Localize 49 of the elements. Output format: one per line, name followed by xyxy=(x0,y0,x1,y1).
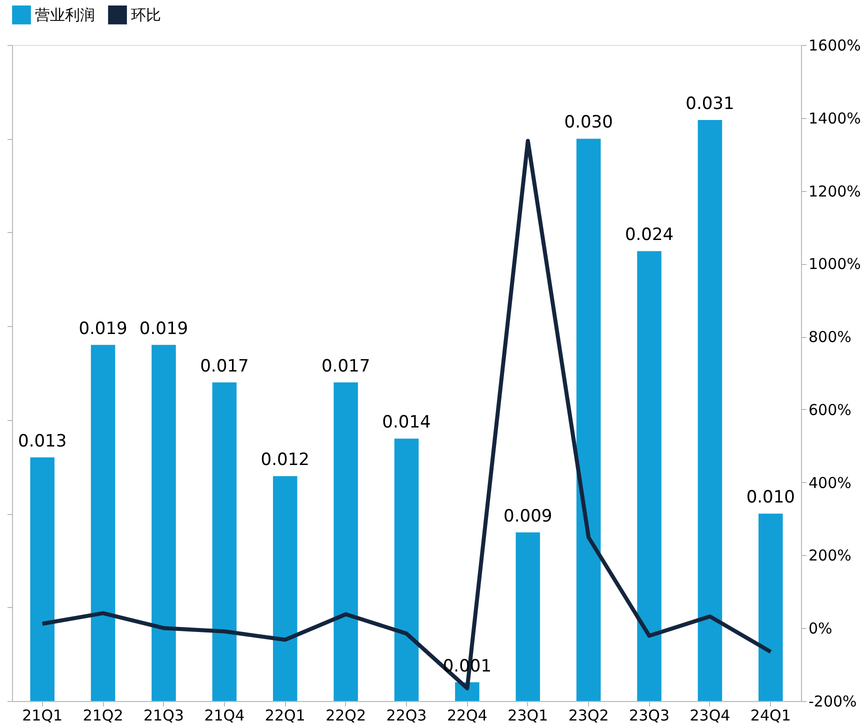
data-label: 0.012 xyxy=(260,450,310,470)
bar xyxy=(152,344,176,701)
y2-tick-label: 400% xyxy=(808,474,852,492)
x-tick-label: 22Q4 xyxy=(446,706,488,724)
data-label: 0.030 xyxy=(564,112,613,133)
y2-tick-label: 200% xyxy=(808,546,852,565)
bar xyxy=(334,382,358,701)
data-label: 0.013 xyxy=(18,431,67,452)
bar xyxy=(698,120,722,701)
bar xyxy=(212,382,237,701)
bar xyxy=(30,457,54,701)
x-tick-label: 23Q3 xyxy=(629,706,670,724)
x-tick-label: 21Q3 xyxy=(144,706,184,724)
bar xyxy=(272,476,298,701)
y2-tick-label: 1400% xyxy=(808,109,861,128)
y2-tick-label: -200% xyxy=(808,692,857,710)
x-tick-label: 23Q1 xyxy=(508,706,548,724)
legend-label: 营业利润 xyxy=(35,6,95,24)
y2-tick-label: 800% xyxy=(808,328,852,346)
bar xyxy=(90,344,116,701)
data-label: 0.031 xyxy=(686,94,734,114)
data-label: 0.017 xyxy=(200,356,249,376)
data-label: 0.017 xyxy=(321,356,370,376)
data-label: 0.009 xyxy=(504,506,552,526)
x-tick-label: 24Q1 xyxy=(750,706,791,724)
bar xyxy=(637,251,662,701)
data-label: 0.019 xyxy=(78,318,128,339)
y2-tick-label: 600% xyxy=(808,400,852,419)
y2-tick-label: 1200% xyxy=(808,182,861,200)
x-tick-label: 22Q1 xyxy=(264,706,306,724)
bar xyxy=(576,138,601,701)
data-label: 0.010 xyxy=(746,488,795,508)
data-label: 0.019 xyxy=(139,318,188,339)
legend-label: 环比 xyxy=(131,6,161,24)
x-tick-label: 21Q2 xyxy=(82,706,124,724)
data-label: 0.014 xyxy=(382,412,431,433)
x-tick-label: 23Q4 xyxy=(690,706,730,724)
data-label: 0.024 xyxy=(624,225,674,246)
x-tick-label: 21Q1 xyxy=(22,706,63,724)
y2-tick-label: 0% xyxy=(808,620,832,638)
y2-tick-label: 1600% xyxy=(808,36,861,54)
x-tick-label: 22Q3 xyxy=(386,706,427,724)
x-tick-label: 21Q4 xyxy=(204,706,245,724)
bar xyxy=(758,514,783,701)
x-tick-label: 23Q2 xyxy=(568,706,609,724)
bar xyxy=(394,438,419,701)
bar xyxy=(516,532,540,701)
x-tick-label: 22Q2 xyxy=(326,706,366,724)
y2-tick-label: 1000% xyxy=(808,255,861,274)
